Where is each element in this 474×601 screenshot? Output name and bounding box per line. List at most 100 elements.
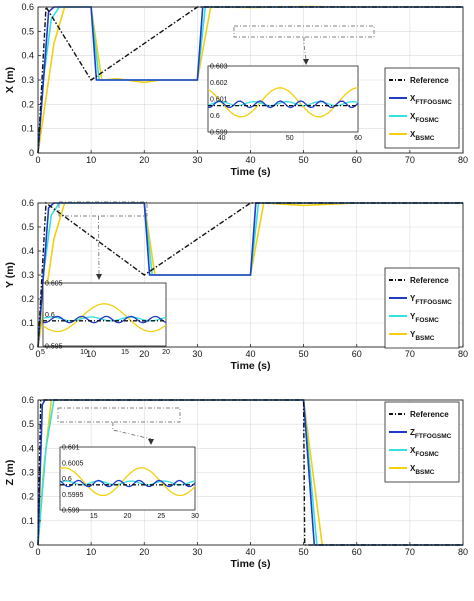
- zoom-region-box: [233, 25, 375, 38]
- x-tick-label: 70: [405, 547, 415, 557]
- x-tick-label: 10: [86, 349, 96, 359]
- inset-frame: [59, 446, 196, 511]
- inset-x-tick-label: 20: [162, 349, 170, 356]
- inset-y-tick-label: 0.605: [45, 281, 63, 288]
- x-tick-label: 60: [352, 547, 362, 557]
- x-tick-label: 60: [352, 349, 362, 359]
- x-tick-label: 40: [245, 349, 255, 359]
- legend-box: [384, 267, 460, 349]
- x-tick-label: 20: [139, 349, 149, 359]
- x-tick-label: 10: [86, 155, 96, 165]
- inset-y-tick-label: 0.599: [210, 130, 228, 137]
- zoom-arrow-head: [148, 439, 154, 445]
- inset-y-tick-label: 0.6: [45, 312, 55, 319]
- x-tick-label: 30: [192, 349, 202, 359]
- x-tick-label: 50: [299, 547, 309, 557]
- y-tick-label: 0.5: [21, 419, 34, 429]
- inset-x-tick-label: 5: [41, 349, 45, 356]
- x-tick-label: 80: [458, 155, 468, 165]
- inset-x-tick-label: 15: [90, 513, 98, 520]
- x-tick-label: 50: [299, 349, 309, 359]
- legend-label-subscript: FTFOGSMC: [415, 299, 452, 306]
- zoom-arrow-line: [112, 422, 152, 440]
- inset-frame: [207, 65, 359, 133]
- y-tick-label: 0.6: [21, 2, 34, 12]
- x-axis-label: Time (s): [230, 166, 270, 178]
- zoom-arrow-head: [96, 274, 102, 280]
- legend-label: Reference: [410, 410, 449, 419]
- y-tick-label: 0.6: [21, 198, 34, 208]
- x-axis-label: Time (s): [230, 558, 270, 570]
- y-tick-label: 0.4: [21, 443, 34, 453]
- legend-label-subscript: FTFOGSMC: [415, 433, 452, 440]
- chart-panel-2: 0 10 20 30 40 50 60 70 80 0 0.1 0.2 0.3 0.4 0.5 0.6 Time…: [4, 198, 468, 372]
- legend-label-subscript: FTFOGSMC: [415, 99, 452, 106]
- x-axis-label: Time (s): [230, 360, 270, 372]
- inset-y-tick-label: 0.595: [45, 344, 63, 351]
- y-tick-label: 0.1: [21, 124, 34, 134]
- legend-label: Reference: [410, 76, 449, 85]
- y-tick-label: 0: [29, 148, 34, 158]
- legend-label-subscript: FOSMC: [415, 317, 439, 324]
- inset-series-line-4: [207, 87, 359, 118]
- legend-label-subscript: BSMC: [415, 335, 434, 342]
- inset-series-line-2: [59, 479, 196, 488]
- y-tick-label: 0.6: [21, 395, 34, 405]
- zoom-region-box: [57, 407, 181, 423]
- legend-label-subscript: FOSMC: [415, 117, 439, 124]
- inset-series-line-3: [59, 480, 196, 486]
- x-tick-label: 20: [139, 155, 149, 165]
- y-tick-label: 0: [29, 342, 34, 352]
- series-line-1: [37, 4, 463, 154]
- y-axis-label: Z (m): [4, 460, 16, 486]
- series-line-2: [37, 6, 463, 154]
- inset-x-tick-label: 10: [80, 349, 88, 356]
- y-tick-label: 0.4: [21, 51, 34, 61]
- inset-x-tick-label: 25: [157, 513, 165, 520]
- x-tick-label: 40: [245, 547, 255, 557]
- y-tick-label: 0.1: [21, 318, 34, 328]
- inset-plot: 15 20 25 30 0.599 0.5995 0.6 0.6005 0.601: [59, 445, 199, 520]
- inset-y-tick-label: 0.601: [210, 97, 228, 104]
- x-tick-label: 10: [86, 547, 96, 557]
- chart-panel-3: 0 10 20 30 40 50 60 70 80 0 0.1 0.2 0.3 0.4 0.5 0.6 Time…: [4, 395, 468, 570]
- inset-y-tick-label: 0.6: [62, 476, 72, 483]
- inset-y-tick-label: 0.599: [62, 508, 80, 515]
- inset-x-tick-label: 50: [286, 135, 294, 142]
- zoom-arrow-line: [303, 37, 307, 60]
- inset-y-tick-label: 0.6: [210, 113, 220, 120]
- inset-x-tick-label: 40: [218, 135, 226, 142]
- x-tick-label: 0: [35, 349, 40, 359]
- y-axis-label: Y (m): [4, 262, 16, 288]
- inset-x-tick-label: 60: [354, 135, 362, 142]
- inset-y-tick-label: 0.603: [210, 64, 228, 71]
- x-tick-label: 70: [405, 349, 415, 359]
- x-tick-label: 80: [458, 547, 468, 557]
- inset-x-tick-label: 30: [191, 513, 199, 520]
- x-tick-label: 80: [458, 349, 468, 359]
- x-tick-label: 0: [35, 155, 40, 165]
- x-tick-label: 40: [245, 155, 255, 165]
- y-tick-label: 0: [29, 540, 34, 550]
- x-tick-label: 0: [35, 547, 40, 557]
- x-tick-label: 70: [405, 155, 415, 165]
- inset-series-line-4: [42, 303, 167, 333]
- y-tick-label: 0.5: [21, 222, 34, 232]
- y-tick-label: 0.2: [21, 492, 34, 502]
- x-tick-label: 50: [299, 155, 309, 165]
- inset-frame: [42, 282, 167, 347]
- inset-y-tick-label: 0.601: [62, 445, 80, 452]
- legend-label-subscript: BSMC: [415, 135, 434, 142]
- x-tick-label: 30: [192, 547, 202, 557]
- x-tick-label: 60: [352, 155, 362, 165]
- legend-label: Reference: [410, 276, 449, 285]
- legend-label-subscript: FOSMC: [415, 451, 439, 458]
- inset-series-line-4: [59, 467, 196, 497]
- y-axis-label: X (m): [4, 67, 16, 93]
- inset-y-tick-label: 0.6005: [62, 460, 84, 467]
- y-tick-label: 0.4: [21, 246, 34, 256]
- legend-label-subscript: BSMC: [415, 469, 434, 476]
